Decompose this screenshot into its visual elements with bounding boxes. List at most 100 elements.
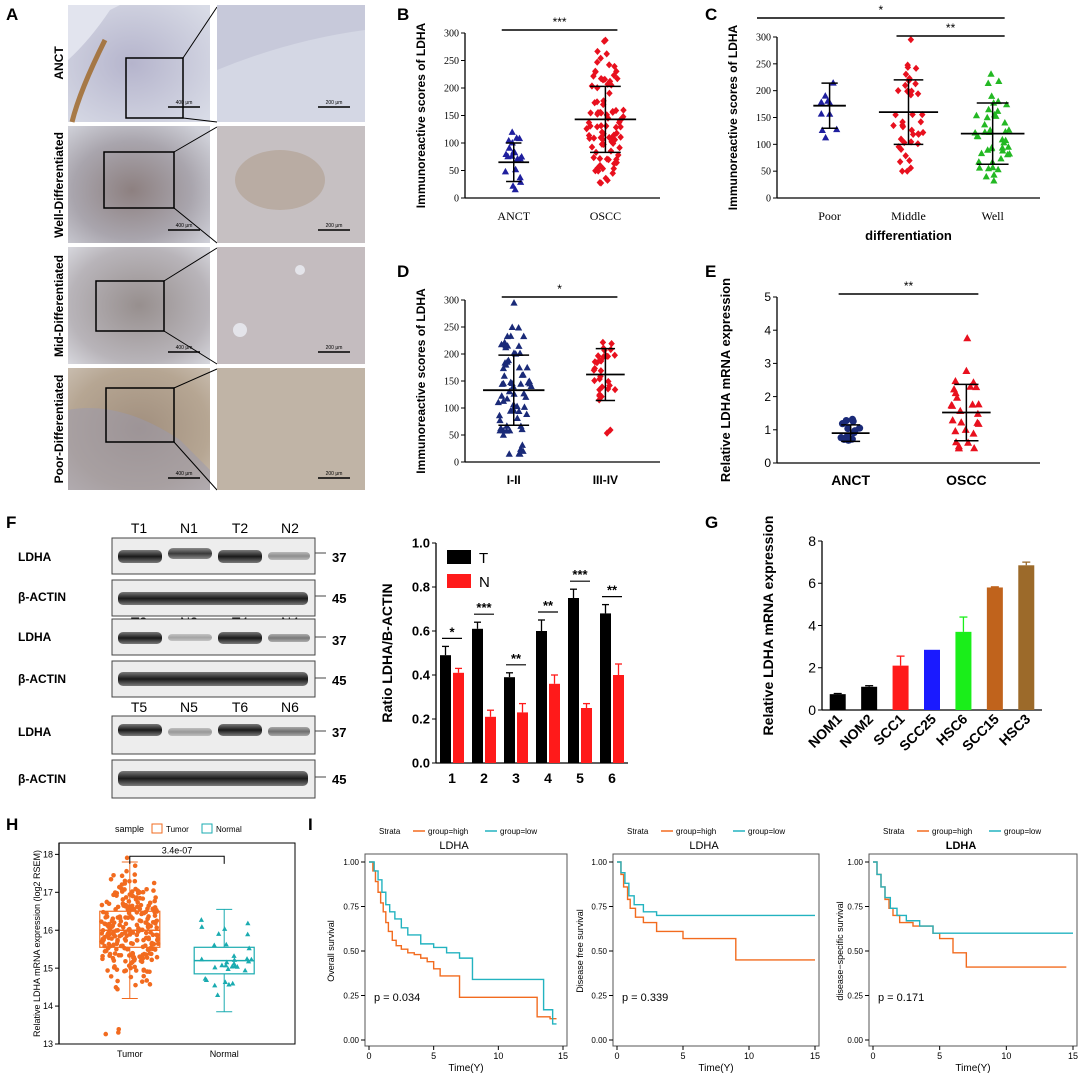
data-point bbox=[137, 918, 142, 923]
zoom-line bbox=[163, 247, 218, 282]
survival-curve bbox=[369, 861, 557, 1025]
data-point bbox=[520, 332, 528, 340]
data-point bbox=[505, 136, 513, 144]
data-point bbox=[496, 416, 504, 424]
data-point bbox=[141, 937, 146, 943]
y-tick-label: 300 bbox=[444, 29, 459, 40]
data-point bbox=[134, 910, 140, 915]
data-point bbox=[990, 176, 998, 184]
data-point bbox=[499, 397, 508, 404]
data-point bbox=[515, 407, 523, 415]
data-point bbox=[590, 154, 597, 162]
y-tick-label: 0.4 bbox=[412, 668, 431, 683]
data-point bbox=[225, 966, 231, 971]
data-point bbox=[223, 941, 229, 947]
y-tick-label: 18 bbox=[43, 850, 53, 860]
data-point bbox=[115, 978, 120, 984]
scale-bar-label: 400 μm bbox=[176, 471, 193, 477]
significance-label: * bbox=[557, 282, 562, 296]
data-point bbox=[517, 380, 525, 387]
y-tick-label: 50 bbox=[449, 431, 459, 442]
x-tick-label: 2 bbox=[480, 770, 488, 786]
data-point bbox=[611, 160, 618, 168]
y-tick-label: 150 bbox=[444, 377, 459, 388]
y-axis-label: Immunoreactive scores of LDHA bbox=[414, 288, 428, 474]
data-point bbox=[245, 931, 251, 937]
y-tick-label: 150 bbox=[444, 111, 459, 122]
data-point bbox=[510, 299, 518, 306]
data-point bbox=[501, 167, 510, 175]
y-axis-label: Ratio LDHA/B-ACTIN bbox=[379, 583, 395, 722]
plot-frame bbox=[612, 853, 820, 1047]
data-point bbox=[984, 79, 992, 86]
x-tick-label: 5 bbox=[431, 1051, 436, 1061]
data-point bbox=[131, 907, 137, 912]
x-axis-label: Time(Y) bbox=[448, 1063, 483, 1074]
data-point bbox=[855, 424, 864, 432]
data-point bbox=[109, 918, 115, 924]
data-point bbox=[223, 962, 229, 968]
chart-i2: 0.00 0.25 0.50 0.75 1.00 0 5 10 15 Time(Y) Disease… bbox=[575, 827, 820, 1074]
data-point bbox=[502, 343, 510, 351]
legend-label: T bbox=[479, 550, 488, 567]
data-point bbox=[596, 375, 603, 383]
data-point bbox=[951, 388, 960, 397]
data-point bbox=[994, 165, 1002, 173]
data-point bbox=[104, 911, 109, 916]
x-tick-label: 1 bbox=[448, 770, 456, 786]
significance-label: ** bbox=[946, 21, 956, 35]
y-tick-label: 4 bbox=[764, 323, 771, 337]
x-tick-label: 15 bbox=[810, 1051, 820, 1061]
panel-a: 400 μm 200 μm ANCT 400 μm 200 μm Well-Di… bbox=[52, 5, 365, 491]
significance-bracket bbox=[129, 855, 225, 864]
data-point bbox=[511, 148, 519, 156]
data-point bbox=[994, 107, 1002, 114]
kda-label: 45 bbox=[332, 591, 346, 606]
blot-band bbox=[218, 724, 262, 736]
data-point bbox=[105, 968, 110, 973]
data-point bbox=[609, 169, 616, 177]
data-point bbox=[515, 363, 523, 371]
significance-label: ** bbox=[543, 598, 554, 613]
data-point bbox=[140, 944, 146, 950]
panel-label-c: C bbox=[705, 5, 717, 24]
data-point bbox=[596, 155, 604, 163]
data-point bbox=[917, 118, 925, 126]
row-label-mid: Mid-Differentiated bbox=[52, 255, 66, 357]
data-point bbox=[515, 323, 523, 331]
data-point bbox=[130, 930, 136, 935]
y-tick-label: 1.00 bbox=[591, 858, 607, 867]
y-tick-label: 0.2 bbox=[412, 712, 430, 727]
data-point bbox=[591, 99, 598, 107]
data-point bbox=[154, 954, 160, 960]
data-point bbox=[505, 144, 513, 151]
band-label: β-ACTIN bbox=[18, 772, 66, 786]
data-point bbox=[110, 923, 116, 929]
data-point bbox=[497, 340, 506, 348]
data-point bbox=[602, 36, 609, 44]
y-tick-label: 0.75 bbox=[847, 903, 863, 912]
data-point bbox=[585, 119, 593, 127]
zoom-box bbox=[95, 280, 165, 332]
chart-i3: 0.00 0.25 0.50 0.75 1.00 0 5 10 15 Time(Y) disease… bbox=[835, 827, 1078, 1074]
legend-label: group=high bbox=[428, 827, 468, 836]
data-point bbox=[519, 447, 527, 454]
survival-curve bbox=[617, 861, 815, 917]
data-point bbox=[117, 914, 123, 919]
data-point bbox=[844, 424, 852, 433]
x-tick-label: I-II bbox=[507, 473, 521, 487]
data-point bbox=[614, 75, 621, 83]
blot-band bbox=[218, 550, 262, 563]
x-tick-label: 0 bbox=[870, 1051, 875, 1061]
histology-row-anct: 400 μm 200 μm ANCT bbox=[52, 5, 365, 123]
bar bbox=[485, 716, 496, 763]
legend-label: Tumor bbox=[166, 825, 189, 834]
blot-band bbox=[168, 728, 212, 736]
x-tick-label: Poor bbox=[818, 209, 841, 223]
y-axis-label: Overall survival bbox=[326, 920, 336, 982]
y-tick-label: 13 bbox=[43, 1039, 53, 1049]
data-point bbox=[132, 964, 138, 970]
data-point bbox=[133, 982, 138, 988]
data-point bbox=[590, 134, 598, 142]
